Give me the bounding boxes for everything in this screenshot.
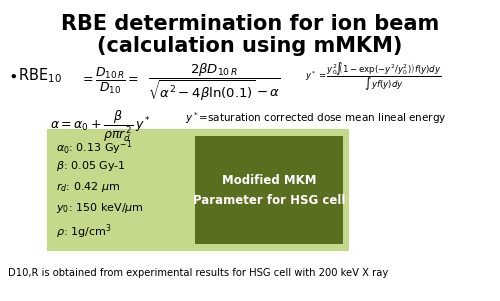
FancyBboxPatch shape (48, 130, 348, 250)
Text: RBE determination for ion beam: RBE determination for ion beam (61, 14, 439, 34)
Text: $=\dfrac{D_{10\,R}}{D_{10}}=$: $=\dfrac{D_{10\,R}}{D_{10}}=$ (80, 66, 139, 96)
Text: $\alpha = \alpha_0 + \dfrac{\beta}{\rho\pi r_d^{\,2}}\,y^*$: $\alpha = \alpha_0 + \dfrac{\beta}{\rho\… (50, 108, 151, 144)
Text: $\alpha_0$: 0.13 Gy$^{-1}$: $\alpha_0$: 0.13 Gy$^{-1}$ (56, 138, 132, 157)
Text: $\rho$: 1g/cm$^3$: $\rho$: 1g/cm$^3$ (56, 222, 112, 240)
Text: $\beta$: 0.05 Gy-1: $\beta$: 0.05 Gy-1 (56, 159, 126, 173)
Text: $y_0$: 150 keV/$\mu$m: $y_0$: 150 keV/$\mu$m (56, 201, 144, 215)
Text: $\mathrm{RBE}_{10}$: $\mathrm{RBE}_{10}$ (18, 66, 62, 85)
Text: (calculation using mMKM): (calculation using mMKM) (98, 36, 403, 56)
Text: D10,R is obtained from experimental results for HSG cell with 200 keV X ray: D10,R is obtained from experimental resu… (8, 268, 388, 278)
Text: $\bullet$: $\bullet$ (8, 68, 17, 83)
Text: $y^*=\dfrac{y_0^2\!\int\!\!\left(1-\exp(-y^2/y_0^2)\right)f(y)dy}{\int yf(y)dy}$: $y^*=\dfrac{y_0^2\!\int\!\!\left(1-\exp(… (305, 60, 442, 93)
Text: $r_d$: 0.42 $\mu$m: $r_d$: 0.42 $\mu$m (56, 180, 120, 194)
FancyBboxPatch shape (195, 136, 343, 244)
Text: Modified MKM
Parameter for HSG cell: Modified MKM Parameter for HSG cell (193, 173, 345, 206)
Text: $\dfrac{2\beta D_{10\,R}}{\sqrt{\alpha^2-4\beta\ln(0.1)}-\alpha}$: $\dfrac{2\beta D_{10\,R}}{\sqrt{\alpha^2… (148, 62, 280, 103)
Text: $y^*$=saturation corrected dose mean lineal energy: $y^*$=saturation corrected dose mean lin… (185, 110, 446, 126)
